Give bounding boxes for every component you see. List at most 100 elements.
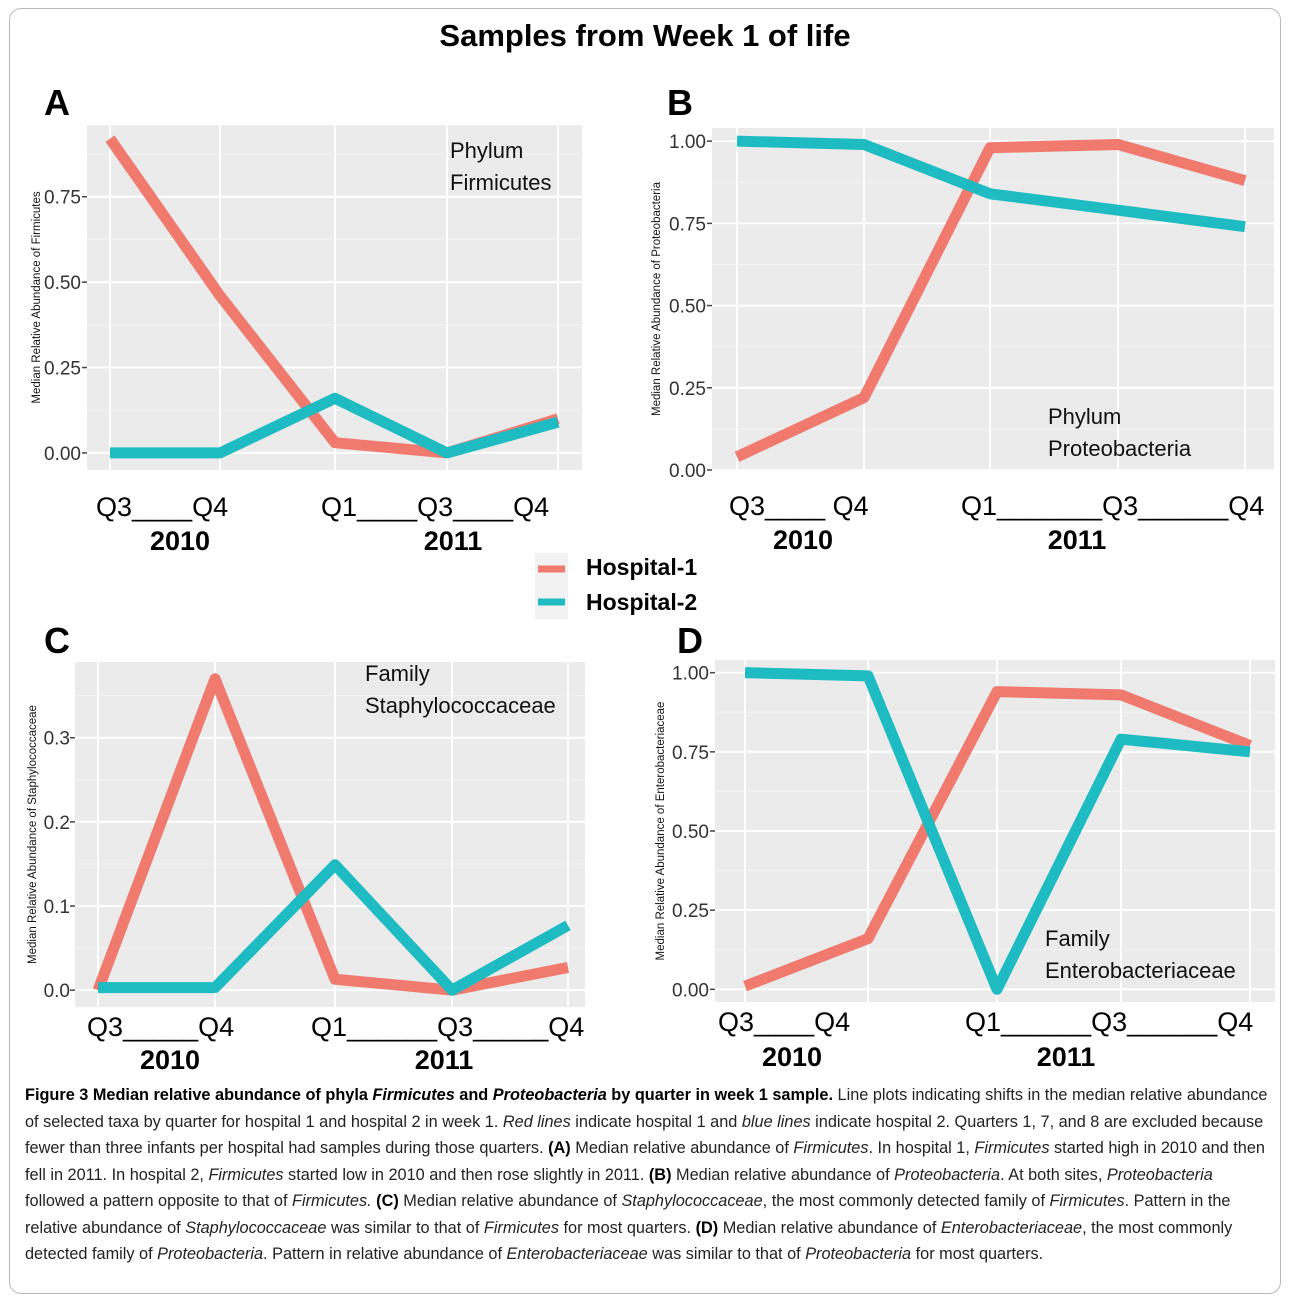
panel-b-y-tick-label: 0.50 — [669, 297, 706, 318]
panel-b-series-1-point — [989, 147, 991, 149]
caption-text: . At both sites, — [1000, 1165, 1107, 1184]
panel-b-annotation-line-2: Proteobacteria — [1048, 436, 1192, 461]
panel-c-y-tick-label: 0.0 — [44, 981, 70, 1002]
caption-text: . Pattern in relative abundance of — [263, 1245, 507, 1263]
caption-text: indicate hospital 2. Quarters 1, 7, and … — [25, 1112, 1264, 1158]
caption-text: , the most commonly detected family of — [762, 1192, 1050, 1210]
caption-heading-and: and — [454, 1086, 493, 1104]
panel-c-series-2-point — [334, 864, 336, 866]
panel-d-series-1-point — [1249, 745, 1251, 747]
panel-a-year-label: 2010 — [150, 526, 210, 556]
panel-d-x-quarter-labels: Q1______Q3______Q4 — [965, 1007, 1253, 1037]
caption-text: Median relative abundance of — [398, 1192, 622, 1210]
panel-b-year-label: 2011 — [1048, 525, 1107, 555]
caption-text: was similar to that of — [326, 1218, 484, 1237]
panel-a-series-1-point — [109, 138, 111, 140]
panel-d-series-2-point — [1120, 738, 1122, 740]
panel-b-series-hospital-2-line — [736, 135, 1246, 233]
panel-c-year-label: 2011 — [415, 1045, 474, 1075]
panel-b-series-hospital-1-line — [734, 138, 1247, 462]
panel-c-annotation-line-2: Staphylococcaceae — [365, 693, 556, 718]
panel-a-x-quarter-labels: Q1____Q3____Q4 — [321, 492, 549, 522]
panel-a-x-quarter-labels: Q3____Q4 — [96, 492, 228, 522]
caption-text: followed a pattern opposite to that of — [25, 1192, 293, 1210]
caption-italic: Proteobacteria — [1106, 1165, 1213, 1184]
caption-italic: Firmicutes. — [292, 1192, 372, 1210]
panel-c-annotation-line-1: Family — [365, 661, 430, 686]
panel-d-series-2-point — [1249, 751, 1251, 753]
panel-c-y-tick-label: 0.3 — [44, 729, 70, 750]
panel-a-year-label: 2011 — [424, 526, 483, 556]
caption-text: . Pattern in the relative abundance of — [25, 1192, 1231, 1237]
panel-d-series-hospital-1-line — [743, 686, 1253, 992]
figure-svg: Hospital-1 Hospital-2 0.000.250.500.75Me… — [27, 125, 1275, 1075]
panel-letter-a: A — [44, 82, 70, 123]
panel-b-series-1-point — [1244, 180, 1246, 182]
panel-d-series-2-point — [996, 988, 998, 990]
caption-text: . In hospital 1, — [868, 1139, 975, 1157]
panel-letter-c: C — [44, 620, 70, 661]
panel-c-series-2-point — [451, 989, 453, 991]
panel-b-y-tick-label: 0.00 — [669, 461, 706, 482]
panel-b-annotation-line-1: Phylum — [1048, 404, 1121, 429]
panel-d-y-tick-label: 0.00 — [672, 980, 709, 1001]
caption-heading-end: by quarter in week 1 sample. — [606, 1086, 834, 1104]
panel-a-y-tick-label: 0.75 — [44, 188, 81, 209]
panel-b-series-2-point — [989, 193, 991, 195]
panel-d-x-quarter-labels: Q3____Q4 — [718, 1007, 850, 1037]
caption-italic: Staphylococcaceae — [185, 1218, 327, 1237]
caption-heading-proteobacteria: Proteobacteria — [492, 1086, 607, 1104]
panel-a-series-2-point — [557, 421, 559, 423]
caption-text: indicate hospital 1 and — [570, 1112, 742, 1131]
panel-c-y-tick-label: 0.1 — [44, 897, 70, 918]
panel-b-series-1-point — [863, 397, 865, 399]
panel-d-series-2-point — [867, 675, 869, 677]
panel-b-series-1-point — [1117, 143, 1119, 145]
panel-d-annotation-line-2: Enterobacteriaceae — [1045, 958, 1236, 983]
panel-c-y-tick-label: 0.2 — [44, 813, 70, 834]
panel-d-year-label: 2011 — [1037, 1042, 1096, 1072]
legend: Hospital-1 Hospital-2 — [535, 553, 697, 619]
panel-a-series-1-point — [334, 442, 336, 444]
caption-italic: blue lines — [741, 1112, 811, 1131]
caption-text: for most quarters. — [911, 1245, 1044, 1263]
caption-text: was similar to that of — [647, 1245, 806, 1263]
panel-a-series-2-point — [109, 452, 111, 454]
caption-text: Median relative abundance of — [671, 1165, 895, 1184]
panel-d-annotation-line-1: Family — [1045, 926, 1110, 951]
legend-hospital-2-label: Hospital-2 — [586, 589, 697, 615]
figure-frame — [9, 8, 1281, 1294]
caption-text: , the most commonly detected family of — [25, 1218, 1233, 1264]
panel-a-series-2-point — [219, 452, 221, 454]
panel-d-series-2-point — [744, 672, 746, 674]
panel-letter-b: B — [667, 82, 693, 123]
panel-b-y-tick-label: 0.25 — [669, 379, 706, 400]
panel-c-year-label: 2010 — [140, 1045, 200, 1075]
panel-c-series-2-point — [214, 987, 216, 989]
legend-key-background — [535, 553, 568, 619]
panel-d-series-1-point — [744, 985, 746, 987]
caption-heading-firmicutes: Firmicutes — [372, 1086, 455, 1104]
panel-a-series-1-point — [557, 418, 559, 420]
caption-italic: Firmicutes — [483, 1218, 559, 1237]
panel-b-y-axis-label: Median Relative Abundance of Proteobacte… — [651, 181, 663, 416]
panel-b-series-2-point — [736, 140, 738, 142]
panel-a-y-axis-label: Median Relative Abundance of Firmicutes — [31, 191, 43, 403]
caption-italic: Firmicutes — [793, 1139, 869, 1157]
caption-italic: Firmicutes — [1049, 1192, 1125, 1210]
panel-d-y-tick-label: 0.75 — [672, 743, 709, 764]
panel-a-series-hospital-2-line — [110, 392, 560, 459]
panel-d-y-tick-label: 1.00 — [672, 664, 709, 685]
caption-text: Median relative abundance of — [718, 1218, 941, 1237]
caption-italic: Proteobacteria — [805, 1245, 912, 1263]
caption-italic: Proteobacteria — [157, 1245, 264, 1263]
caption-italic: Firmicutes — [208, 1165, 284, 1184]
caption-italic: Staphylococcaceae — [621, 1192, 763, 1210]
caption-text: Median relative abundance of — [570, 1139, 794, 1157]
panel-b-year-label: 2010 — [773, 525, 833, 555]
caption-italic: Red lines — [502, 1112, 571, 1131]
panel-c-x-quarter-labels: Q1______Q3_____Q4 — [311, 1012, 584, 1042]
panel-c-series-1-point — [214, 678, 216, 680]
panel-d-y-axis-label: Median Relative Abundance of Enterobacte… — [655, 702, 667, 961]
